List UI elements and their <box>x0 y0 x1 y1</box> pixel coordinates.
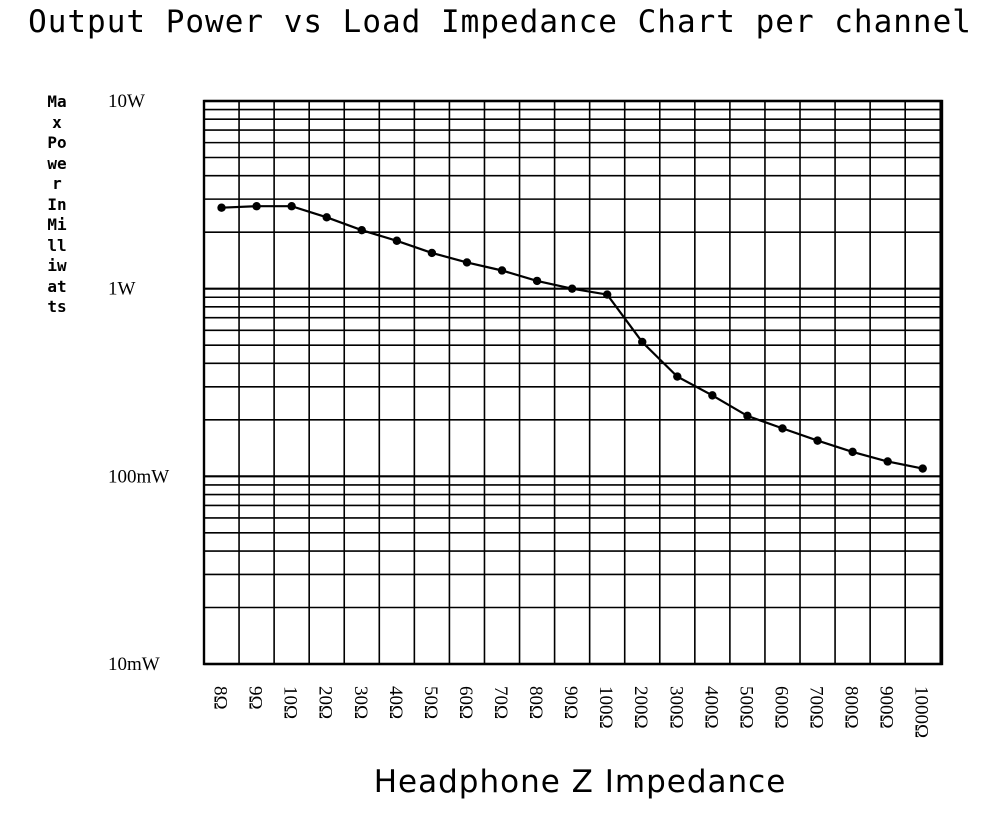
data-point <box>217 203 226 212</box>
data-point <box>708 391 717 400</box>
data-point <box>252 202 261 211</box>
x-tick-label: 60Ω <box>455 686 476 719</box>
x-tick-label: 50Ω <box>420 686 441 719</box>
data-point <box>848 447 857 457</box>
y-tick-label: 1W <box>108 279 136 300</box>
x-tick-label: 500Ω <box>735 686 756 729</box>
x-tick-label: 800Ω <box>841 686 862 729</box>
data-point <box>813 436 822 445</box>
data-point <box>322 213 331 222</box>
data-point <box>357 225 366 235</box>
x-tick-label: 30Ω <box>350 686 371 719</box>
data-point <box>392 236 402 245</box>
data-point <box>602 290 612 299</box>
x-tick-label: 900Ω <box>876 686 897 729</box>
chart-title: Output Power vs Load Impedance Chart per… <box>28 4 972 40</box>
y-axis-label: Max Power In Milliwatts <box>47 92 77 316</box>
x-axis-label: Headphone Z Impedance <box>373 764 787 800</box>
data-point <box>743 411 752 421</box>
series-line <box>221 205 923 470</box>
x-tick-label: 9Ω <box>245 686 266 710</box>
plot-frame <box>202 99 944 666</box>
data-point <box>427 248 437 258</box>
data-point <box>883 457 892 466</box>
x-tick-label: 400Ω <box>700 686 721 729</box>
y-tick-label: 100mW <box>108 466 169 487</box>
x-tick-label: 100Ω <box>595 686 616 729</box>
data-point <box>532 276 542 286</box>
x-tick-label: 200Ω <box>630 686 651 729</box>
x-tick-label: 90Ω <box>560 686 581 719</box>
x-tick-label: 600Ω <box>770 686 791 729</box>
x-tick-label: 70Ω <box>490 686 511 719</box>
x-tick-label: 20Ω <box>315 686 336 719</box>
data-point <box>673 372 682 381</box>
data-point <box>638 337 647 347</box>
x-tick-label: 10Ω <box>280 686 301 719</box>
data-point <box>778 424 787 433</box>
x-tick-label: 40Ω <box>385 686 406 719</box>
x-tick-label: 700Ω <box>806 686 827 729</box>
x-tick-label: 300Ω <box>665 686 686 729</box>
y-tick-label: 10mW <box>108 654 160 675</box>
x-tick-label: 1000Ω <box>911 686 932 738</box>
data-point <box>567 284 577 293</box>
x-tick-label: 8Ω <box>210 686 231 710</box>
y-tick-label: 10W <box>108 91 145 112</box>
data-point <box>462 258 472 267</box>
data-point <box>918 464 927 473</box>
data-point <box>287 202 296 211</box>
x-tick-label: 80Ω <box>525 686 546 719</box>
data-point <box>497 266 507 275</box>
